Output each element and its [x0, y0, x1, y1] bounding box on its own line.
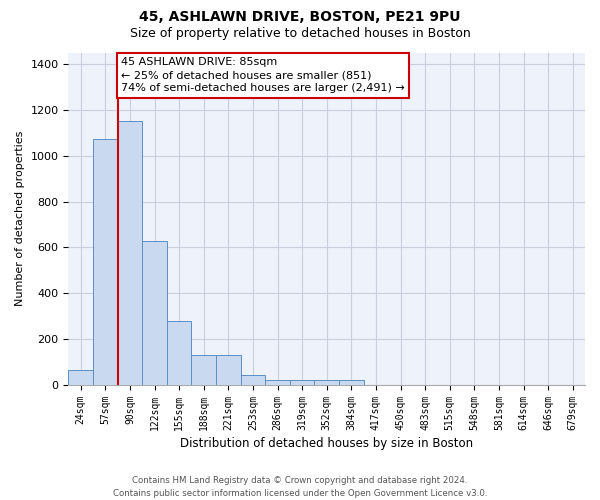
Bar — [314, 380, 339, 385]
Bar — [68, 370, 93, 385]
Text: Size of property relative to detached houses in Boston: Size of property relative to detached ho… — [130, 28, 470, 40]
Text: 45 ASHLAWN DRIVE: 85sqm
← 25% of detached houses are smaller (851)
74% of semi-d: 45 ASHLAWN DRIVE: 85sqm ← 25% of detache… — [121, 57, 405, 94]
Bar — [216, 356, 241, 385]
Y-axis label: Number of detached properties: Number of detached properties — [15, 131, 25, 306]
Bar — [290, 380, 314, 385]
Bar — [191, 356, 216, 385]
X-axis label: Distribution of detached houses by size in Boston: Distribution of detached houses by size … — [180, 437, 473, 450]
Bar — [241, 375, 265, 385]
Bar — [167, 321, 191, 385]
Bar — [339, 380, 364, 385]
Text: 45, ASHLAWN DRIVE, BOSTON, PE21 9PU: 45, ASHLAWN DRIVE, BOSTON, PE21 9PU — [139, 10, 461, 24]
Bar — [93, 138, 118, 385]
Bar — [118, 122, 142, 385]
Bar — [142, 240, 167, 385]
Bar — [265, 380, 290, 385]
Text: Contains HM Land Registry data © Crown copyright and database right 2024.
Contai: Contains HM Land Registry data © Crown c… — [113, 476, 487, 498]
